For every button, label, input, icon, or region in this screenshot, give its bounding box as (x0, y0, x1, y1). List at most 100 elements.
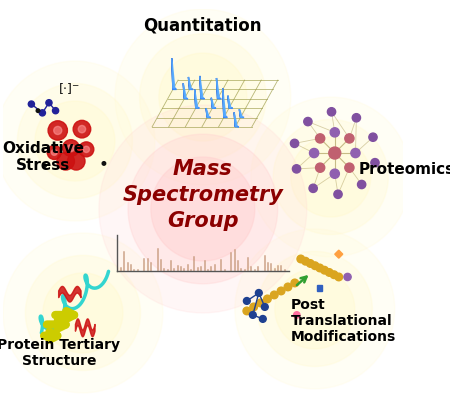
Polygon shape (228, 96, 229, 108)
Circle shape (273, 120, 388, 234)
Text: Proteomics: Proteomics (359, 161, 450, 176)
Circle shape (311, 262, 319, 270)
Circle shape (68, 145, 74, 152)
Circle shape (302, 257, 309, 265)
Text: Quantitation: Quantitation (144, 16, 262, 34)
Circle shape (83, 146, 90, 153)
Polygon shape (223, 88, 224, 117)
Circle shape (159, 53, 247, 141)
Circle shape (351, 148, 360, 158)
Circle shape (250, 303, 257, 311)
Circle shape (316, 264, 324, 272)
Polygon shape (212, 107, 216, 108)
Circle shape (357, 180, 366, 189)
Circle shape (275, 269, 355, 349)
Polygon shape (183, 83, 184, 99)
Polygon shape (184, 98, 188, 99)
Circle shape (25, 255, 140, 370)
Polygon shape (234, 112, 237, 126)
Circle shape (43, 164, 46, 167)
Circle shape (54, 126, 62, 135)
Circle shape (99, 105, 307, 313)
Polygon shape (201, 98, 205, 99)
Polygon shape (206, 108, 207, 117)
Circle shape (304, 117, 312, 126)
Polygon shape (200, 76, 201, 99)
Polygon shape (229, 107, 233, 108)
Circle shape (335, 273, 342, 281)
Circle shape (328, 108, 336, 116)
Circle shape (306, 260, 314, 267)
Circle shape (235, 229, 395, 389)
Circle shape (28, 101, 35, 107)
Polygon shape (212, 98, 214, 107)
Polygon shape (172, 58, 175, 88)
Circle shape (345, 134, 354, 143)
Text: $[\cdot]^{-}$: $[\cdot]^{-}$ (58, 81, 80, 96)
Circle shape (330, 169, 339, 178)
Polygon shape (224, 116, 227, 117)
Polygon shape (173, 88, 176, 89)
Polygon shape (223, 88, 225, 116)
Circle shape (345, 163, 354, 172)
Circle shape (257, 299, 264, 307)
Circle shape (115, 9, 291, 185)
Circle shape (344, 273, 351, 280)
Polygon shape (239, 109, 240, 117)
Circle shape (264, 295, 271, 303)
Circle shape (63, 140, 79, 156)
Circle shape (315, 163, 325, 172)
Polygon shape (189, 77, 191, 89)
Circle shape (321, 266, 328, 274)
Circle shape (68, 153, 85, 170)
Circle shape (277, 287, 285, 295)
Circle shape (57, 153, 74, 170)
Circle shape (290, 139, 299, 148)
Circle shape (330, 128, 339, 137)
Polygon shape (195, 89, 198, 107)
Circle shape (140, 34, 266, 161)
Polygon shape (234, 112, 235, 127)
Circle shape (39, 110, 45, 116)
Circle shape (259, 316, 266, 322)
Text: Oxidative
Stress: Oxidative Stress (2, 141, 84, 173)
Polygon shape (217, 98, 221, 99)
Circle shape (330, 271, 338, 278)
Polygon shape (335, 250, 343, 258)
Circle shape (151, 157, 255, 261)
Circle shape (329, 147, 341, 159)
Text: Post
Translational
Modifications: Post Translational Modifications (291, 298, 396, 344)
Circle shape (315, 134, 325, 143)
Circle shape (310, 148, 319, 158)
Circle shape (352, 114, 360, 122)
Polygon shape (235, 126, 239, 127)
Circle shape (78, 125, 86, 133)
Circle shape (256, 290, 262, 296)
Circle shape (257, 251, 372, 367)
Polygon shape (196, 107, 199, 108)
Polygon shape (216, 78, 220, 98)
Circle shape (0, 61, 155, 221)
Polygon shape (317, 285, 322, 291)
Circle shape (270, 291, 278, 299)
Circle shape (35, 101, 115, 181)
Circle shape (249, 311, 256, 319)
Circle shape (371, 158, 379, 167)
Circle shape (18, 84, 132, 199)
Circle shape (291, 137, 371, 217)
Polygon shape (228, 96, 231, 107)
Circle shape (51, 150, 57, 155)
Circle shape (3, 233, 163, 393)
Circle shape (48, 121, 68, 140)
Polygon shape (239, 109, 242, 117)
Circle shape (46, 99, 52, 106)
Circle shape (334, 190, 342, 199)
Text: Protein Tertiary
Structure: Protein Tertiary Structure (0, 338, 121, 368)
Circle shape (79, 142, 94, 157)
Circle shape (243, 307, 251, 315)
Circle shape (292, 165, 301, 173)
Circle shape (53, 107, 59, 114)
Circle shape (73, 120, 91, 138)
Circle shape (251, 97, 411, 257)
Circle shape (243, 298, 250, 304)
